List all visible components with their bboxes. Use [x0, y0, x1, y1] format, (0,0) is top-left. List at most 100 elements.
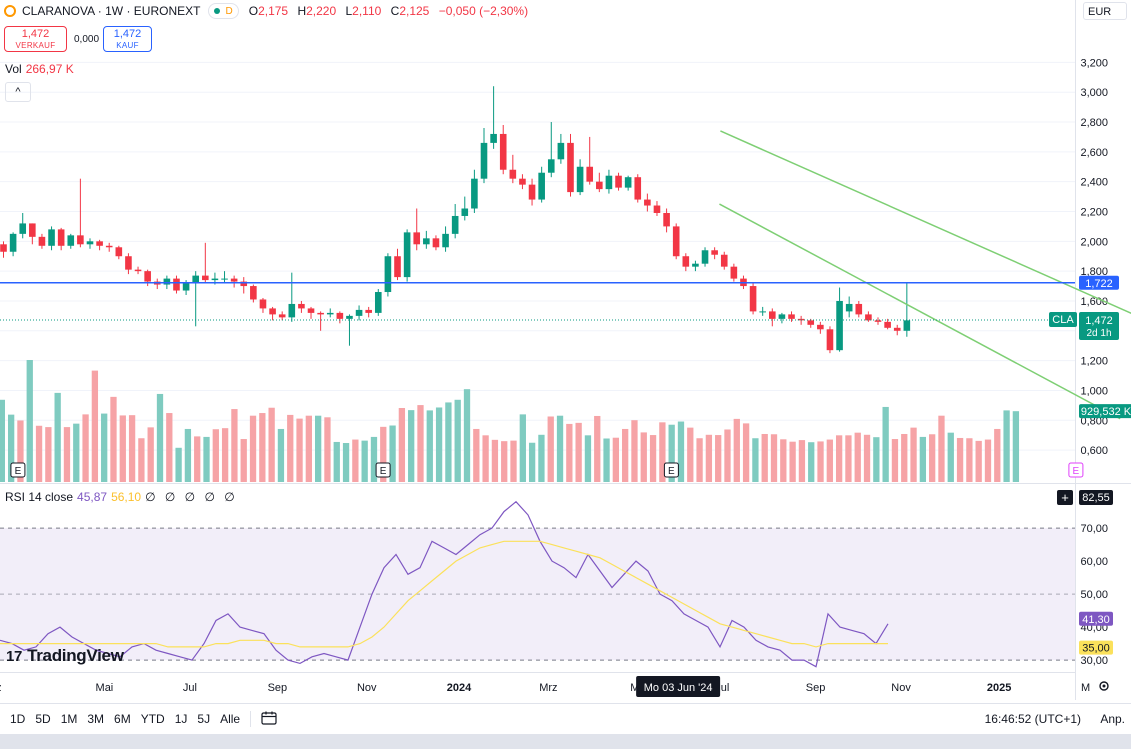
candle-body: [567, 142, 574, 193]
currency-selector[interactable]: EUR: [1083, 2, 1127, 20]
earnings-marker: [1068, 462, 1084, 478]
rsi-tick-label: 30,00: [1080, 655, 1108, 667]
candle-body: [423, 238, 430, 245]
candle-body: [480, 142, 488, 179]
price-tick-label: 0,600: [1080, 445, 1108, 457]
volume-bar: [994, 428, 1001, 482]
volume-bar: [770, 434, 778, 482]
add-indicator-button: [1057, 490, 1073, 505]
volume-bar: [380, 426, 387, 482]
rsi-tick-label: 50,00: [1080, 589, 1108, 601]
timezone-clock[interactable]: 16:46:52 (UTC+1): [984, 712, 1081, 726]
volume-bar: [882, 406, 889, 482]
range-6m[interactable]: 6M: [114, 712, 131, 726]
candle-body: [711, 250, 718, 255]
trend-channel-line: [720, 130, 1131, 315]
candle-body: [38, 236, 46, 246]
volume-bar: [556, 415, 564, 482]
volume-bar: [268, 407, 275, 482]
volume-bar: [668, 424, 675, 482]
candle-body: [19, 223, 27, 234]
volume-bar: [538, 434, 545, 482]
volume-bar: [491, 439, 499, 482]
collapse-legend-button[interactable]: ^: [5, 82, 31, 102]
volume-bar: [622, 428, 629, 482]
volume-bar: [919, 436, 927, 482]
volume-bar: [370, 436, 378, 482]
volume-bar: [426, 410, 433, 482]
candle-body: [336, 312, 344, 319]
candle-body: [759, 311, 766, 313]
candle-body: [893, 327, 901, 331]
volume-bar: [398, 408, 406, 482]
volume-bar: [82, 414, 89, 482]
candle-body: [836, 300, 843, 351]
tradingview-logo[interactable]: 17 TradingView: [6, 646, 124, 666]
range-1j[interactable]: 1J: [174, 712, 188, 726]
range-5j[interactable]: 5J: [197, 712, 211, 726]
volume-bar: [110, 396, 117, 482]
candle-body: [259, 299, 267, 309]
volume-bar: [594, 415, 601, 482]
candle-body: [67, 235, 75, 246]
range-3m[interactable]: 3M: [87, 712, 105, 726]
candle-body: [826, 329, 834, 351]
volume-bar: [519, 414, 526, 482]
candle-body: [134, 269, 142, 272]
candle-body: [509, 169, 517, 179]
range-1m[interactable]: 1M: [60, 712, 78, 726]
buy-button[interactable]: 1,472 KAUF: [103, 26, 152, 52]
volume-bar: [501, 441, 508, 482]
time-axis-label: Mrz: [539, 682, 557, 694]
candle-body: [442, 233, 449, 248]
time-axis-label: Jul: [183, 682, 197, 694]
volume-last-label: 929,532 K: [1081, 406, 1131, 418]
low-value: 2,110: [352, 4, 382, 18]
candle-body: [634, 177, 642, 200]
volume-bar: [240, 439, 247, 482]
candle-body: [644, 199, 651, 206]
price-tick-label: 2,600: [1080, 147, 1108, 159]
open-label: O: [248, 4, 259, 18]
footer-strip: [0, 734, 1131, 749]
volume-bar: [138, 438, 145, 482]
range-ytd[interactable]: YTD: [140, 712, 165, 726]
volume-bar: [798, 440, 806, 482]
close-label: C: [390, 4, 400, 18]
volume-bar: [73, 423, 80, 482]
candle-body: [807, 320, 815, 325]
volume-bar: [0, 399, 5, 482]
rsi-legend-label[interactable]: RSI 14 close: [5, 490, 74, 504]
volume-bar: [901, 433, 908, 482]
sell-button[interactable]: 1,472 VERKAUF: [4, 26, 67, 52]
volume-bar: [175, 447, 182, 482]
price-tick-label: 1,600: [1080, 296, 1108, 308]
rsi-ma-label-bg: [1079, 640, 1113, 655]
volume-bar: [724, 429, 731, 482]
calendar-icon[interactable]: [261, 711, 277, 728]
volume-bar: [166, 413, 173, 482]
adjust-button[interactable]: Anp.: [1100, 712, 1125, 726]
gear-icon[interactable]: [1098, 680, 1110, 695]
candle-body: [586, 166, 594, 182]
market-status-badge[interactable]: D: [208, 3, 239, 19]
range-all[interactable]: Alle: [220, 712, 241, 726]
candle-body: [288, 303, 296, 318]
volume-bar: [315, 415, 322, 482]
range-1d[interactable]: 1D: [10, 712, 26, 726]
volume-bar: [835, 435, 843, 482]
candle-body: [528, 184, 536, 200]
candle-body: [605, 175, 613, 190]
volume-bar: [184, 428, 192, 482]
volume-bar: [761, 433, 768, 482]
sell-label: VERKAUF: [15, 41, 56, 50]
open-value: 2,175: [258, 4, 289, 18]
candle-body: [538, 172, 545, 200]
range-5d[interactable]: 5D: [35, 712, 51, 726]
volume-bar: [221, 428, 229, 482]
symbol-tag-bg: [1049, 312, 1077, 328]
candle-body: [125, 256, 132, 270]
symbol-title[interactable]: CLARANOVA · 1W · EURONEXT: [22, 4, 201, 18]
